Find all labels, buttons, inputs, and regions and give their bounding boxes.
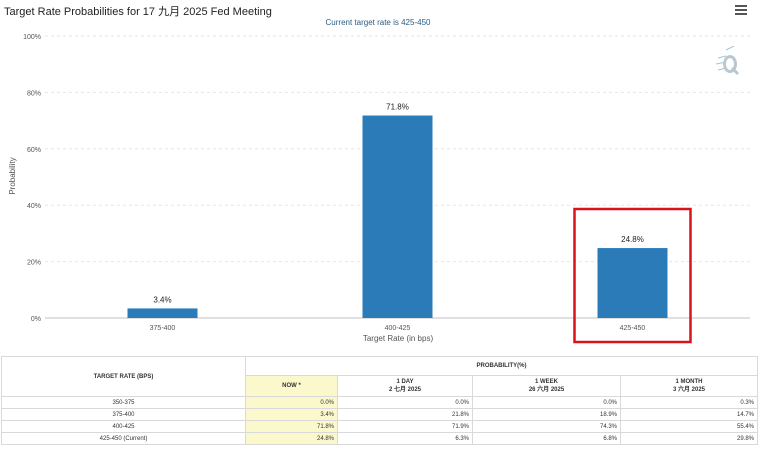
column-header[interactable]: 1 MONTH 3 六月 2025 [620,375,758,397]
y-tick-label: 0% [31,316,41,323]
cell-day: 6.3% [337,432,473,445]
cell-now: 24.8% [245,432,338,445]
page-title: Target Rate Probabilities for 17 九月 2025… [4,6,272,18]
cell-month: 14.7% [620,408,758,421]
y-tick-label: 40% [27,203,41,210]
probability-header: PROBABILITY(%) [245,356,758,376]
cell-day: 71.9% [337,420,473,433]
x-tick-label: 375-400 [150,325,176,332]
table-row: 400-425 71.8% 71.9% 74.3% 55.4% [1,420,758,433]
cell-day: 21.8% [337,408,473,421]
cell-week: 6.8% [472,432,621,445]
column-header[interactable]: 1 WEEK 26 六月 2025 [472,375,621,397]
y-axis-label: Probability [8,157,17,194]
cell-week: 18.9% [472,408,621,421]
y-tick-label: 100% [23,34,41,41]
x-axis-label: Target Rate (in bps) [363,334,434,343]
cell-week: 0.0% [472,396,621,409]
probability-table: TARGET RATE (BPS) PROBABILITY(%) NOW * 1 … [1,356,758,445]
cell-now: 71.8% [245,420,338,433]
bar-400-425[interactable] [362,115,433,318]
cell-rate: 425-450 (Current) [1,432,246,445]
chart-subtitle: Current target rate is 425-450 [326,18,431,27]
target-rate-header: TARGET RATE (BPS) [1,356,246,397]
bar-value-label: 24.8% [621,235,644,244]
cell-month: 55.4% [620,420,758,433]
cell-rate: 350-375 [1,396,246,409]
column-header[interactable]: 1 DAY 2 七月 2025 [337,375,473,397]
cell-now: 3.4% [245,408,338,421]
y-tick-label: 60% [27,147,41,154]
table-row: 350-375 0.0% 0.0% 0.0% 0.3% [1,396,758,409]
bar-value-label: 71.8% [386,103,409,112]
cell-month: 0.3% [620,396,758,409]
cell-now: 0.0% [245,396,338,409]
bar-value-label: 3.4% [153,295,171,304]
probability-chart: Current target rate is 425-450 0% 20% 40% 6… [8,18,750,344]
cell-day: 0.0% [337,396,473,409]
x-tick-label: 400-425 [385,325,411,332]
cell-week: 74.3% [472,420,621,433]
y-tick-label: 80% [27,90,41,97]
highlight-box [573,207,692,344]
probability-table-container: TARGET RATE (BPS) PROBABILITY(%) NOW * 1 … [1,356,758,445]
q-logo-icon [716,46,740,76]
bar-425-450[interactable] [597,248,668,318]
column-header[interactable]: NOW * [245,375,338,397]
cell-month: 29.8% [620,432,758,445]
table-row: 375-400 3.4% 21.8% 18.9% 14.7% [1,408,758,421]
cell-rate: 400-425 [1,420,246,433]
table-row: 425-450 (Current) 24.8% 6.3% 6.8% 29.8% [1,432,758,445]
cell-rate: 375-400 [1,408,246,421]
hamburger-menu-icon[interactable] [735,5,747,17]
x-tick-label: 425-450 [620,325,646,332]
y-tick-label: 20% [27,260,41,267]
bar-375-400[interactable] [127,308,198,318]
